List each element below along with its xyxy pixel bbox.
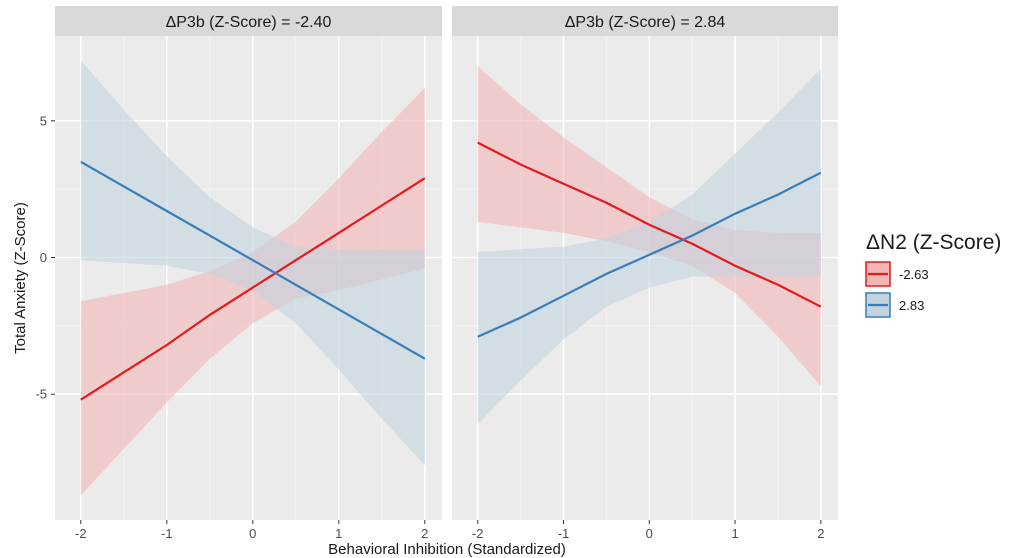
legend-label-2: 2.83	[899, 298, 924, 313]
x-axis-panel-2: -2 -1 0 1 2	[472, 520, 824, 541]
x-tick-label: -1	[161, 526, 173, 541]
legend-label-1: -2.63	[899, 267, 929, 282]
panel-2-strip	[452, 6, 838, 36]
panel-1-band-2	[80, 60, 425, 466]
panel-2-line-1	[477, 141, 822, 308]
panel-2-band-2	[477, 68, 821, 425]
panel-1-strip	[55, 6, 442, 36]
x-tick-label: 1	[335, 526, 342, 541]
panel-2: ΔP3b (Z-Score) = 2.84	[452, 6, 838, 520]
x-axis-panel-1: -2 -1 0 1 2	[75, 520, 428, 541]
panel-1-series	[80, 60, 426, 496]
panel-1-line-2	[80, 160, 426, 360]
y-tick-label: 0	[40, 250, 47, 265]
x-tick-label: 0	[646, 526, 653, 541]
x-tick-label: 2	[817, 526, 824, 541]
legend: ΔN2 (Z-Score) -2.63 2.83	[865, 231, 1001, 318]
x-tick-label: -2	[472, 526, 484, 541]
x-axis-title: Behavioral Inhibition (Standardized)	[328, 541, 566, 558]
panel-1-line-1	[80, 177, 426, 401]
panel-1-title: ΔP3b (Z-Score) = -2.40	[166, 14, 332, 31]
legend-title: ΔN2 (Z-Score)	[866, 231, 1001, 254]
x-tick-label: 0	[249, 526, 256, 541]
panel-1: ΔP3b (Z-Score) = -2.40	[55, 6, 442, 520]
x-tick-label: 1	[731, 526, 738, 541]
x-tick-label: 2	[421, 526, 428, 541]
y-tick-label: 5	[40, 113, 47, 128]
panel-2-title: ΔP3b (Z-Score) = 2.84	[565, 14, 726, 31]
legend-item-1: -2.63	[865, 261, 929, 287]
y-axis: -5 0 5	[35, 113, 55, 402]
y-axis-title: Total Anxiety (Z-Score)	[12, 202, 29, 354]
panel-2-series	[477, 66, 822, 425]
panel-2-line-2	[477, 171, 822, 338]
x-tick-label: -1	[558, 526, 570, 541]
y-tick-label: -5	[35, 387, 47, 402]
x-tick-label: -2	[75, 526, 87, 541]
legend-item-2: 2.83	[865, 292, 924, 318]
panel-1-band-1	[80, 88, 425, 496]
